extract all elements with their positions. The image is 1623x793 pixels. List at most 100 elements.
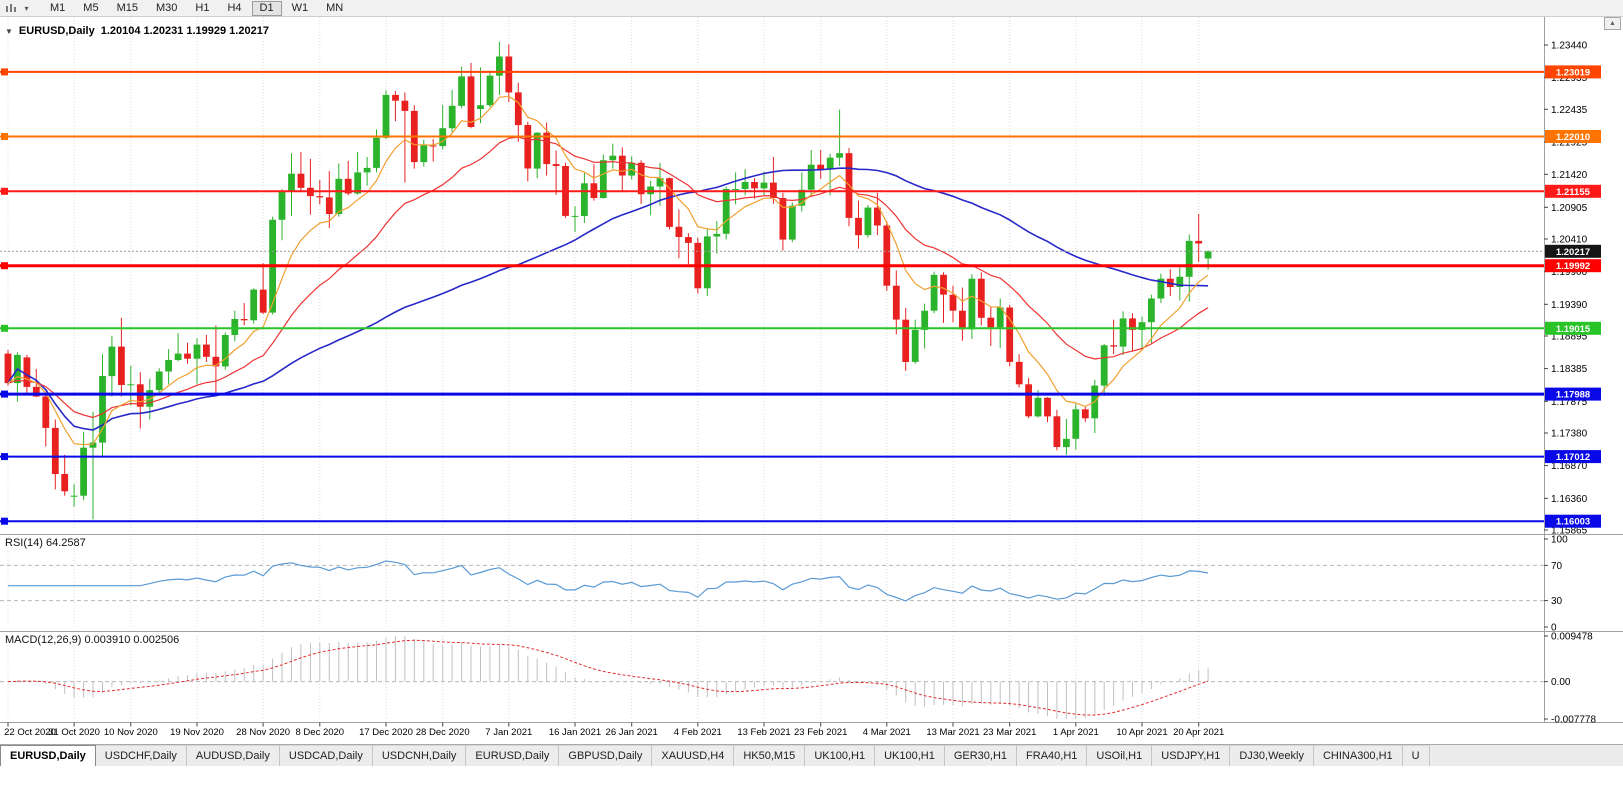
- hline-1.23019[interactable]: [0, 68, 1544, 76]
- candle: [344, 160, 352, 196]
- svg-text:13 Mar 2021: 13 Mar 2021: [926, 727, 979, 738]
- candle: [278, 189, 286, 241]
- candle: [174, 333, 182, 362]
- chart-tab-2[interactable]: AUDUSD,Daily: [186, 745, 280, 766]
- candle: [1053, 409, 1061, 451]
- price-label-1.22010: 1.22010: [1545, 130, 1601, 143]
- svg-text:0.00: 0.00: [1551, 677, 1571, 688]
- price-label-1.23019: 1.23019: [1545, 65, 1601, 79]
- tf-button-w1[interactable]: W1: [291, 1, 309, 14]
- svg-text:1.18385: 1.18385: [1551, 364, 1588, 375]
- chart-tab-14[interactable]: USDJPY,H1: [1152, 745, 1231, 766]
- chart-tab-5[interactable]: EURUSD,Daily: [466, 745, 560, 766]
- chart-tab-8[interactable]: HK50,M15: [734, 745, 806, 766]
- horizontal-lines-layer: [0, 68, 1544, 525]
- candle: [486, 70, 494, 108]
- candle: [477, 67, 484, 124]
- chart-tab-17[interactable]: U: [1402, 745, 1430, 766]
- chart-type-icon-glyph: [5, 3, 16, 12]
- tf-button-h1[interactable]: H1: [195, 1, 210, 14]
- collapse-caret-icon[interactable]: ▼: [5, 26, 13, 36]
- svg-text:1.17875: 1.17875: [1551, 397, 1588, 408]
- candle: [51, 419, 59, 490]
- hline-1.22010[interactable]: [0, 133, 1544, 140]
- chart-tab-15[interactable]: DJ30,Weekly: [1230, 745, 1314, 766]
- svg-text:30: 30: [1551, 596, 1563, 607]
- svg-text:22 Oct 2020: 22 Oct 2020: [4, 727, 56, 738]
- candle: [231, 310, 239, 342]
- panel-separators[interactable]: [0, 17, 1623, 723]
- candle: [70, 484, 78, 507]
- hline-1.21155[interactable]: [0, 187, 1544, 195]
- hline-1.19992[interactable]: [0, 262, 1544, 270]
- svg-text:1.23440: 1.23440: [1551, 41, 1588, 52]
- rsi-panel: 100 70 30 0: [0, 535, 1568, 634]
- tf-button-mn[interactable]: MN: [326, 1, 344, 14]
- chart-tab-7[interactable]: XAUUSD,H4: [652, 745, 735, 766]
- candle: [165, 349, 172, 385]
- hline-1.19015[interactable]: [0, 324, 1544, 332]
- candle: [618, 147, 626, 192]
- svg-text:1.16003: 1.16003: [1556, 517, 1590, 528]
- svg-text:1.17988: 1.17988: [1556, 390, 1590, 401]
- svg-text:8 Dec 2020: 8 Dec 2020: [296, 727, 345, 738]
- tf-button-d1[interactable]: D1: [251, 0, 282, 16]
- candle: [505, 44, 513, 102]
- chart-tab-9[interactable]: UK100,H1: [805, 745, 876, 766]
- candle: [1138, 316, 1146, 350]
- tf-button-m5[interactable]: M5: [83, 1, 99, 14]
- candle: [883, 221, 891, 291]
- candle: [609, 143, 617, 169]
- chart-tabs-bar: EURUSD,Daily USDCHF,Daily AUDUSD,Daily USDC…: [0, 744, 1623, 766]
- svg-text:1 Apr 2021: 1 Apr 2021: [1053, 727, 1099, 738]
- candle: [212, 325, 220, 394]
- tf-button-h4[interactable]: H4: [227, 1, 242, 14]
- price-label-1.17988: 1.17988: [1545, 387, 1601, 401]
- chart-tab-1[interactable]: USDCHF,Daily: [95, 745, 187, 766]
- chart-tab-11[interactable]: GER30,H1: [944, 745, 1018, 766]
- rsi-line: [8, 560, 1209, 602]
- candle: [949, 285, 957, 323]
- chart-tab-4[interactable]: USDCNH,Daily: [372, 745, 467, 766]
- chart-canvas[interactable]: 1.234401.229351.224351.219251.214201.209…: [0, 0, 1623, 744]
- candle: [1157, 273, 1165, 303]
- candle: [959, 287, 966, 341]
- chart-tab-6[interactable]: GBPUSD,Daily: [559, 745, 653, 766]
- tf-button-m15[interactable]: M15: [116, 1, 138, 14]
- candle: [855, 200, 862, 249]
- macd-panel: 0.009478 0.00 -0.007778: [0, 632, 1596, 726]
- chart-tab-13[interactable]: USOil,H1: [1087, 745, 1153, 766]
- chart-tab-10[interactable]: UK100,H1: [875, 745, 945, 766]
- tf-button-m1[interactable]: M1: [50, 1, 66, 14]
- svg-text:1.19390: 1.19390: [1551, 300, 1588, 311]
- timeframe-buttons: M1 M5 M15 M30 H1 H4 D1 W1 MN: [41, 0, 352, 16]
- chart-tab-0[interactable]: EURUSD,Daily: [0, 745, 96, 766]
- svg-text:28 Nov 2020: 28 Nov 2020: [236, 727, 290, 738]
- ohlc-values: 1.20104 1.20231 1.19929 1.20217: [100, 25, 269, 37]
- chart-tab-16[interactable]: CHINA300,H1: [1313, 745, 1403, 766]
- candle: [817, 150, 825, 179]
- chart-tab-12[interactable]: FRA40,H1: [1017, 745, 1088, 766]
- chart-tab-3[interactable]: USDCAD,Daily: [279, 745, 373, 766]
- dropdown-caret-icon[interactable]: ▾: [24, 3, 29, 13]
- svg-text:100: 100: [1551, 535, 1568, 546]
- scroll-up-button[interactable]: ▲: [1604, 17, 1621, 30]
- candle: [1195, 214, 1203, 262]
- chart-type-icon[interactable]: [3, 2, 18, 15]
- timeframe-toolbar: ▾ M1 M5 M15 M30 H1 H4 D1 W1 MN: [0, 0, 1623, 17]
- candle: [656, 162, 664, 206]
- tf-button-m30[interactable]: M30: [155, 1, 178, 14]
- hline-1.16003[interactable]: [0, 517, 1544, 525]
- svg-text:1.23019: 1.23019: [1556, 67, 1590, 78]
- candle: [826, 153, 834, 196]
- svg-text:1.15865: 1.15865: [1551, 526, 1588, 537]
- hline-1.17988[interactable]: [0, 390, 1544, 398]
- candle: [448, 89, 456, 133]
- svg-text:17 Dec 2020: 17 Dec 2020: [359, 727, 413, 738]
- hline-1.17012[interactable]: [0, 453, 1544, 461]
- candle: [420, 139, 428, 167]
- candle: [921, 303, 929, 349]
- candle: [61, 454, 69, 496]
